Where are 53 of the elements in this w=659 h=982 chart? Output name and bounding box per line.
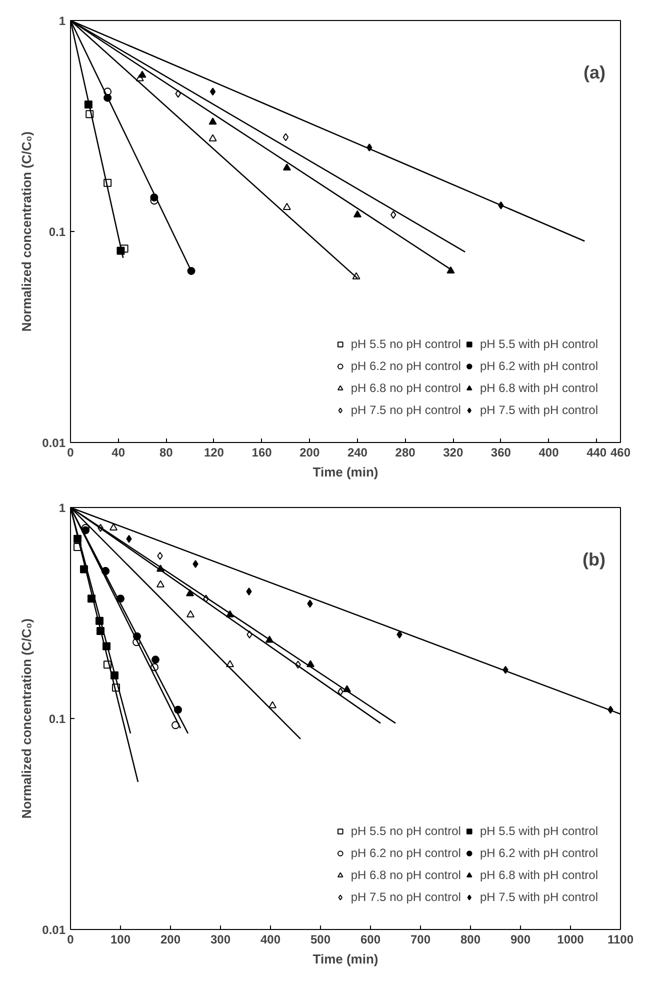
x-axis-title: Time (min) — [312, 952, 378, 966]
x-tick-label: 360 — [490, 446, 512, 460]
legend-label: pH 5.5 with pH control — [480, 824, 598, 838]
legend-label: pH 6.8 no pH control — [350, 868, 461, 882]
x-tick-label: 460 — [610, 446, 631, 460]
x-tick-label: 240 — [347, 446, 368, 460]
y-tick-label: 0.1 — [48, 712, 66, 726]
y-tick-label: 0.01 — [42, 436, 66, 450]
legend-label: pH 6.2 no pH control — [350, 359, 461, 373]
legend-label: pH 6.8 no pH control — [350, 381, 461, 395]
y-tick-label: 0.1 — [48, 225, 66, 239]
x-tick-label: 160 — [252, 446, 272, 460]
y-tick-label: 0.01 — [42, 923, 66, 937]
x-axis-title: Time (min) — [312, 464, 378, 480]
x-tick-label: 440 — [586, 446, 607, 460]
legend-label: pH 6.2 with pH control — [480, 359, 598, 373]
legend-label: pH 5.5 with pH control — [480, 337, 598, 351]
x-tick-label: 900 — [510, 932, 531, 946]
x-tick-label: 400 — [538, 446, 560, 460]
x-tick-label: 800 — [460, 932, 481, 946]
legend-label: pH 7.5 no pH control — [350, 890, 461, 904]
x-tick-label: 320 — [443, 446, 464, 460]
x-tick-label: 200 — [160, 932, 181, 946]
y-tick-label: 1 — [58, 501, 66, 515]
annotation: (a) — [584, 62, 606, 82]
x-tick-label: 280 — [395, 446, 416, 460]
legend-label: pH 6.8 with pH control — [480, 381, 598, 395]
legend-label: pH 6.2 no pH control — [350, 846, 461, 860]
x-tick-label: 200 — [300, 446, 320, 460]
x-tick-label: 120 — [204, 446, 224, 460]
legend-label: pH 5.5 no pH control — [350, 337, 461, 351]
y-tick-label: 1 — [58, 14, 66, 28]
x-tick-label: 1000 — [557, 932, 584, 946]
x-tick-label: 400 — [260, 932, 281, 946]
x-tick-label: 80 — [159, 446, 174, 460]
y-axis-title: Normalized concentration (C/C₀) — [19, 131, 34, 332]
x-tick-label: 700 — [410, 932, 431, 946]
legend-label: pH 6.8 with pH control — [480, 868, 598, 882]
x-tick-label: 500 — [310, 932, 331, 946]
legend-label: pH 7.5 no pH control — [350, 403, 461, 417]
x-tick-label: 0 — [67, 446, 74, 460]
legend-label: pH 7.5 with pH control — [480, 403, 598, 417]
x-tick-label: 100 — [110, 932, 131, 946]
x-tick-label: 600 — [360, 932, 381, 946]
x-tick-label: 300 — [210, 932, 231, 946]
legend-label: pH 5.5 no pH control — [350, 824, 461, 838]
x-tick-label: 1100 — [607, 932, 634, 946]
annotation: (b) — [582, 550, 606, 570]
x-tick-label: 40 — [112, 446, 126, 460]
y-axis-title: Normalized concentration (C/C₀) — [19, 618, 34, 819]
legend-label: pH 7.5 with pH control — [480, 890, 598, 904]
x-tick-label: 0 — [67, 932, 74, 946]
legend-label: pH 6.2 with pH control — [480, 846, 598, 860]
